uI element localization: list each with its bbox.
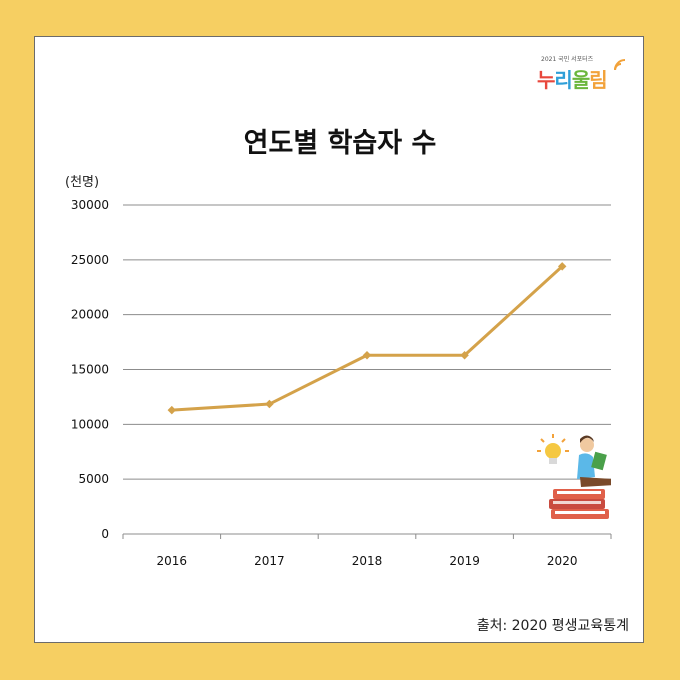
y-tick-label: 30000 [71,198,109,212]
data-point [265,399,274,409]
x-tick-label: 2017 [254,554,285,568]
chart-grid [123,204,611,480]
data-point [460,351,469,360]
y-axis-unit-label: (천명) [65,175,100,190]
y-tick-label: 20000 [71,308,109,322]
data-point [362,351,372,360]
x-axis: 2016 2017 2018 2019 2020 [122,533,612,568]
nuri-ullim-logo: 2021 국민 서포터즈 누리울림 [533,52,633,102]
chart-card: 2021 국민 서포터즈 누리울림 연도별 학습자 수 (천명) 0 5000 10… [34,36,644,643]
data-point [557,262,567,271]
x-tick-label: 2020 [547,554,578,568]
logo-char: 림 [589,68,607,92]
logo-subtitle: 2021 국민 서포터즈 [541,56,594,63]
y-axis-ticks: 0 5000 10000 15000 20000 25000 30000 [71,198,109,541]
y-tick-label: 25000 [71,253,109,267]
light-bulb-icon [537,434,569,464]
signal-wave-icon [614,59,626,71]
logo-char: 울 [571,68,590,92]
y-tick-label: 10000 [71,417,109,431]
chart-title: 연도별 학습자 수 [243,128,437,159]
y-tick-label: 0 [101,527,109,541]
logo-wordmark: 누리울림 [537,64,608,93]
series-line [171,265,564,412]
reading-person-on-books-icon [537,434,619,519]
x-tick-label: 2016 [157,554,188,568]
x-tick-label: 2018 [352,554,383,568]
logo-char: 누 [537,68,555,92]
y-tick-label: 15000 [71,363,109,377]
logo-char: 리 [554,68,572,92]
x-tick-label: 2019 [449,554,480,568]
y-tick-label: 5000 [78,472,109,486]
source-note: 출처: 2020 평생교육통계 [476,618,629,634]
data-point [167,405,177,415]
chart-series [167,262,567,415]
